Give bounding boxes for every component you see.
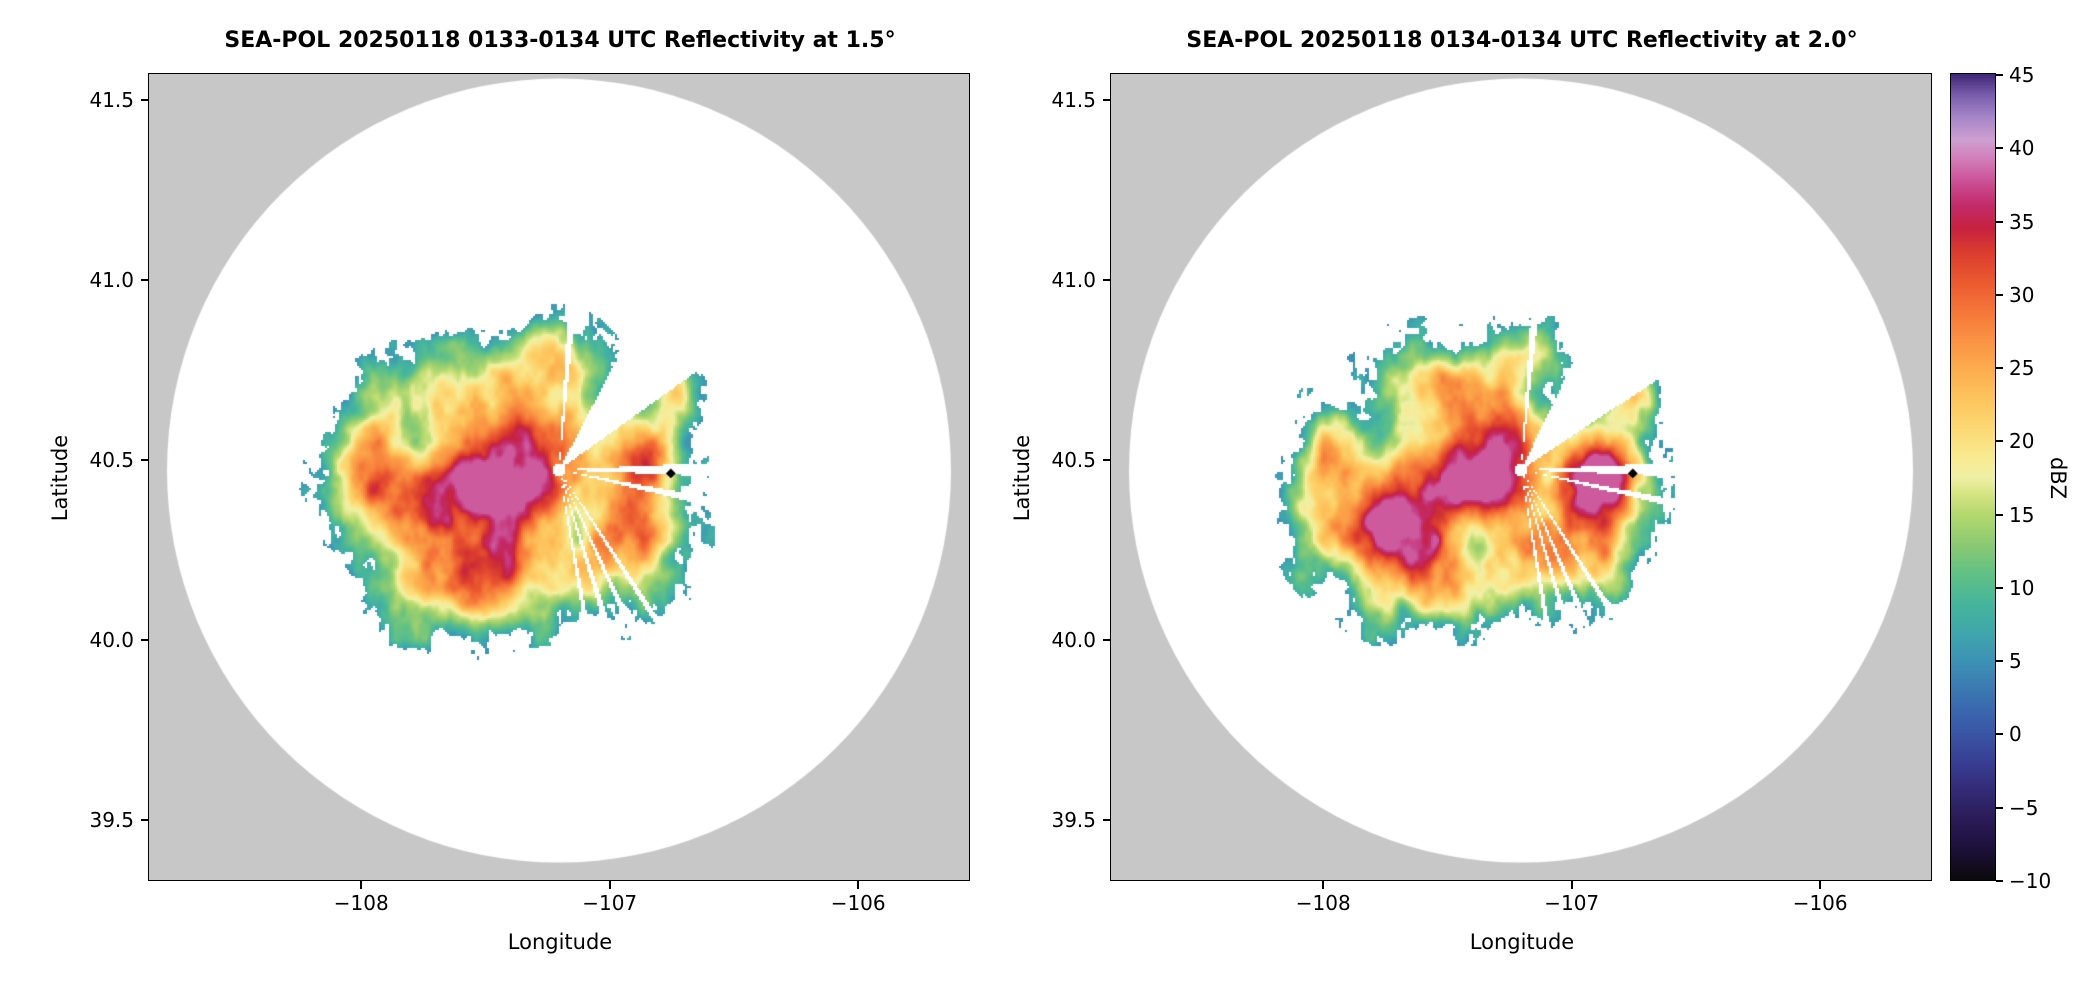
y-tick-label: 40.5 — [89, 448, 134, 472]
y-tick-mark — [141, 638, 149, 641]
y-tick-label: 40.5 — [1051, 448, 1096, 472]
panel-title-left: SEA-POL 20250118 0133-0134 UTC Reflectiv… — [224, 28, 896, 53]
y-tick-label: 39.5 — [89, 807, 134, 832]
y-tick-mark — [1103, 459, 1111, 461]
radar-reflectivity-canvas-left — [149, 74, 969, 880]
x-tick-mark — [1819, 881, 1822, 889]
panel-title-right: SEA-POL 20250118 0134-0134 UTC Reflectiv… — [1186, 28, 1858, 53]
colorbar-tick-mark — [1996, 220, 2003, 223]
y-tick-label: 40.0 — [1051, 627, 1096, 652]
x-tick-mark — [1322, 881, 1325, 889]
y-tick-label: 41.5 — [89, 88, 134, 113]
y-tick-mark — [1103, 638, 1111, 641]
colorbar-tick-mark — [1996, 440, 2003, 443]
colorbar-label: dBZ — [2046, 456, 2070, 500]
colorbar-tick-label: 20 — [2009, 429, 2035, 454]
y-tick-mark — [141, 279, 149, 282]
plot-area-right — [1110, 73, 1932, 881]
colorbar-tick-label: 30 — [2009, 282, 2035, 307]
colorbar — [1950, 73, 1996, 881]
colorbar-tick-label: 45 — [2009, 63, 2035, 87]
colorbar-tick-label: 40 — [2009, 136, 2035, 161]
y-tick-mark — [141, 818, 149, 821]
colorbar-tick-label: 5 — [2009, 649, 2022, 674]
colorbar-tick-mark — [1996, 147, 2003, 150]
x-tick-mark — [608, 881, 611, 889]
colorbar-tick-label: 35 — [2009, 209, 2035, 234]
colorbar-tick-mark — [1996, 513, 2003, 516]
colorbar-tick-label: 0 — [2009, 722, 2022, 747]
colorbar-tick-label: −10 — [2009, 869, 2052, 893]
colorbar-tick-mark — [1996, 586, 2003, 589]
y-tick-mark — [1103, 279, 1111, 282]
x-tick-label: −107 — [1544, 891, 1600, 915]
y-tick-label: 41.0 — [89, 268, 134, 293]
y-tick-mark — [141, 99, 149, 102]
plot-area-left — [148, 73, 970, 881]
colorbar-tick-label: 10 — [2009, 575, 2035, 600]
x-tick-mark — [857, 881, 860, 889]
colorbar-tick-mark — [1996, 293, 2003, 296]
x-axis-label-left: Longitude — [507, 930, 613, 954]
colorbar-gradient — [1951, 74, 1995, 880]
y-tick-label: 40.0 — [89, 627, 134, 652]
colorbar-tick-label: 25 — [2009, 356, 2035, 381]
y-tick-label: 39.5 — [1051, 807, 1096, 832]
colorbar-tick-mark — [1996, 806, 2003, 809]
x-axis-label-right: Longitude — [1469, 930, 1575, 954]
x-tick-label: −108 — [1295, 891, 1351, 915]
x-tick-mark — [360, 881, 363, 889]
y-tick-label: 41.0 — [1051, 268, 1096, 293]
colorbar-tick-label: −5 — [2009, 795, 2039, 820]
y-tick-label: 41.5 — [1051, 88, 1096, 113]
y-tick-mark — [1103, 818, 1111, 821]
colorbar-tick-mark — [1996, 880, 2003, 882]
x-tick-label: −108 — [333, 891, 389, 915]
colorbar-tick-mark — [1996, 733, 2003, 736]
x-tick-label: −107 — [582, 891, 638, 915]
y-tick-mark — [141, 459, 149, 461]
colorbar-tick-label: 15 — [2009, 502, 2035, 527]
colorbar-tick-mark — [1996, 74, 2003, 76]
x-tick-label: −106 — [1792, 891, 1848, 915]
y-tick-mark — [1103, 99, 1111, 102]
colorbar-tick-mark — [1996, 367, 2003, 370]
colorbar-tick-mark — [1996, 660, 2003, 663]
x-tick-mark — [1570, 881, 1573, 889]
radar-reflectivity-canvas-right — [1111, 74, 1931, 880]
x-tick-label: −106 — [830, 891, 886, 915]
